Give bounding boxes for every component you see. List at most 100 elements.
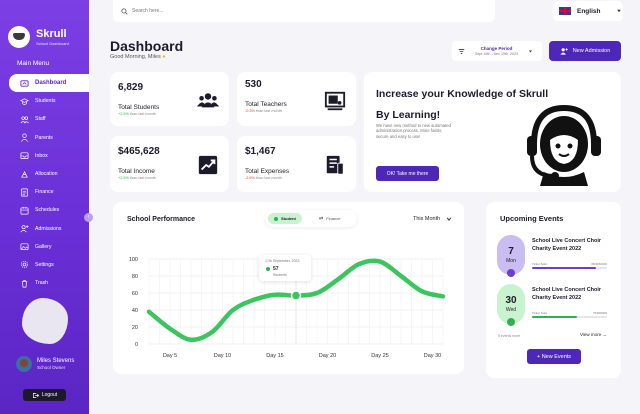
brand[interactable]: Skrull School Dashboard xyxy=(8,26,69,48)
chart-title: School Performance xyxy=(127,216,196,223)
event-meta-count: 76/600000 xyxy=(592,311,607,315)
search-input[interactable] xyxy=(132,8,332,14)
sidebar-item-label: Dashboard xyxy=(35,80,67,87)
sidebar-item-admissions[interactable]: Admissions xyxy=(0,220,89,238)
allocation-icon xyxy=(21,170,28,178)
chevron-down-icon xyxy=(617,9,622,13)
data-point xyxy=(148,311,150,313)
y-tick-label: 100 xyxy=(129,257,138,263)
gallery-icon xyxy=(20,243,29,251)
stat-value: 530 xyxy=(245,79,262,90)
event-name: School Live Concert Choir Charity Event … xyxy=(532,287,602,302)
sidebar-item-label: Gallery xyxy=(35,243,52,250)
logout-label: Logout xyxy=(41,392,58,398)
event-meta-label: Ticket Sold xyxy=(532,262,547,266)
greeting-label: Good Morning, Miles xyxy=(110,54,161,60)
stat-change: -2.6% than last month xyxy=(245,176,282,180)
event-meta-count: 68/1150000 xyxy=(591,262,607,266)
greeting-text: Good Morning, Miles ● xyxy=(110,54,166,60)
performance-toggle: Student ⇄ Finance xyxy=(265,210,357,227)
stat-card-income: $465,628 Total Income +2.5% than last mo… xyxy=(110,136,229,192)
event-name: School Live Concert Choir Charity Event … xyxy=(532,238,602,253)
data-point xyxy=(337,279,339,281)
event-item[interactable]: 7 Mon School Live Concert Choir Charity … xyxy=(497,235,617,283)
schedules-icon xyxy=(20,206,29,215)
sidebar-item-finance[interactable]: Finance xyxy=(0,183,89,201)
toggle-finance[interactable]: ⇄ Finance xyxy=(313,213,346,224)
trash-icon xyxy=(21,279,28,288)
event-progress xyxy=(532,267,607,269)
sidebar-item-label: Staff xyxy=(35,116,46,123)
finance-icon: ⇄ xyxy=(319,215,324,222)
data-point xyxy=(274,294,276,296)
period-select[interactable]: This Month xyxy=(413,216,452,222)
filter-icon xyxy=(458,48,465,54)
inbox-icon xyxy=(20,152,29,160)
sidebar-item-inbox[interactable]: Inbox xyxy=(0,147,89,165)
event-progress-fill xyxy=(532,316,577,318)
stat-change-value: +2.5% xyxy=(118,176,129,180)
sidebar-item-students[interactable]: Students xyxy=(0,92,89,110)
stat-value: $465,628 xyxy=(118,146,160,157)
data-point xyxy=(421,291,423,293)
event-meta: Ticket Sold 68/1150000 xyxy=(532,262,607,266)
logout-button[interactable]: Logout xyxy=(23,389,66,401)
data-point xyxy=(379,261,381,263)
data-point xyxy=(253,299,255,301)
event-knob xyxy=(507,318,515,326)
stat-value: 6,829 xyxy=(118,82,144,93)
sidebar-item-label: Admissions xyxy=(35,225,62,232)
sidebar-item-gallery[interactable]: Gallery xyxy=(0,238,89,256)
data-point xyxy=(400,275,402,277)
sidebar-item-staff[interactable]: Staff xyxy=(0,110,89,128)
user-profile[interactable]: Miles Stevens School Owner xyxy=(16,356,74,372)
take-me-there-button[interactable]: OK! Take me there xyxy=(376,166,439,181)
sidebar-item-label: Schedules xyxy=(35,207,60,214)
search-bar xyxy=(113,0,495,22)
brand-name: Skrull xyxy=(36,27,67,40)
data-point xyxy=(358,263,360,265)
event-progress-fill xyxy=(532,267,596,269)
uk-flag-icon xyxy=(559,7,571,15)
stat-change: +2.5% than last month xyxy=(118,112,156,116)
sidebar-item-schedules[interactable]: Schedules xyxy=(0,201,89,219)
performance-chart: 0 20 40 60 80 100 Day 5 Day 10 Day 15 Day 20 Day 2… xyxy=(129,257,446,359)
sidebar-collapse-button[interactable]: ‹ xyxy=(84,213,93,222)
sidebar-item-label: Allocation xyxy=(35,171,58,178)
tooltip-date: 17th September, 2023 xyxy=(265,259,300,263)
new-admission-button[interactable]: New Admission xyxy=(549,41,621,61)
sidebar-item-trash[interactable]: Trash xyxy=(0,274,89,292)
view-more-label: View more xyxy=(580,332,602,337)
change-period-range: Sept 15th - Dec 19th, 2023 xyxy=(475,51,518,56)
events-title: Upcoming Events xyxy=(500,214,564,223)
event-date-pill: 7 Mon xyxy=(497,235,525,275)
event-progress xyxy=(532,316,607,318)
data-point xyxy=(169,328,171,330)
upcoming-events-card: Upcoming Events 7 Mon School Live Concer… xyxy=(486,202,621,378)
profile-role: School Owner xyxy=(37,365,66,370)
change-period-label: Change Period xyxy=(480,46,513,52)
sidebar-item-dashboard[interactable]: Dashboard xyxy=(9,74,89,93)
logout-icon xyxy=(32,392,39,398)
data-point xyxy=(190,339,192,341)
toggle-student[interactable]: Student xyxy=(268,213,302,224)
admissions-icon xyxy=(20,225,29,233)
add-user-icon xyxy=(560,48,568,55)
stat-change-suffix: than last month xyxy=(129,176,156,180)
chart-tooltip: 17th September, 2023 57 Students xyxy=(259,255,311,281)
stat-change-value: -0.3% xyxy=(245,109,255,113)
sidebar-item-allocation[interactable]: Allocation xyxy=(0,165,89,183)
new-events-button[interactable]: + New Events xyxy=(527,349,581,364)
tooltip-value: 57 xyxy=(273,266,279,272)
sidebar-item-settings[interactable]: Settings xyxy=(0,256,89,274)
profile-name: Miles Stevens xyxy=(37,358,75,364)
tooltip-label: Students xyxy=(273,273,287,277)
change-period-select[interactable]: Change Period Sept 15th - Dec 19th, 2023 xyxy=(452,41,542,61)
event-item[interactable]: 30 Wed School Live Concert Choir Charity… xyxy=(497,284,617,332)
stat-change-suffix: than last month xyxy=(255,176,282,180)
view-more-link[interactable]: View more → xyxy=(580,332,607,337)
language-select[interactable]: English xyxy=(553,1,623,21)
students-icon xyxy=(20,98,29,105)
search-icon xyxy=(121,7,128,15)
sidebar-item-parents[interactable]: Parents xyxy=(0,129,89,147)
